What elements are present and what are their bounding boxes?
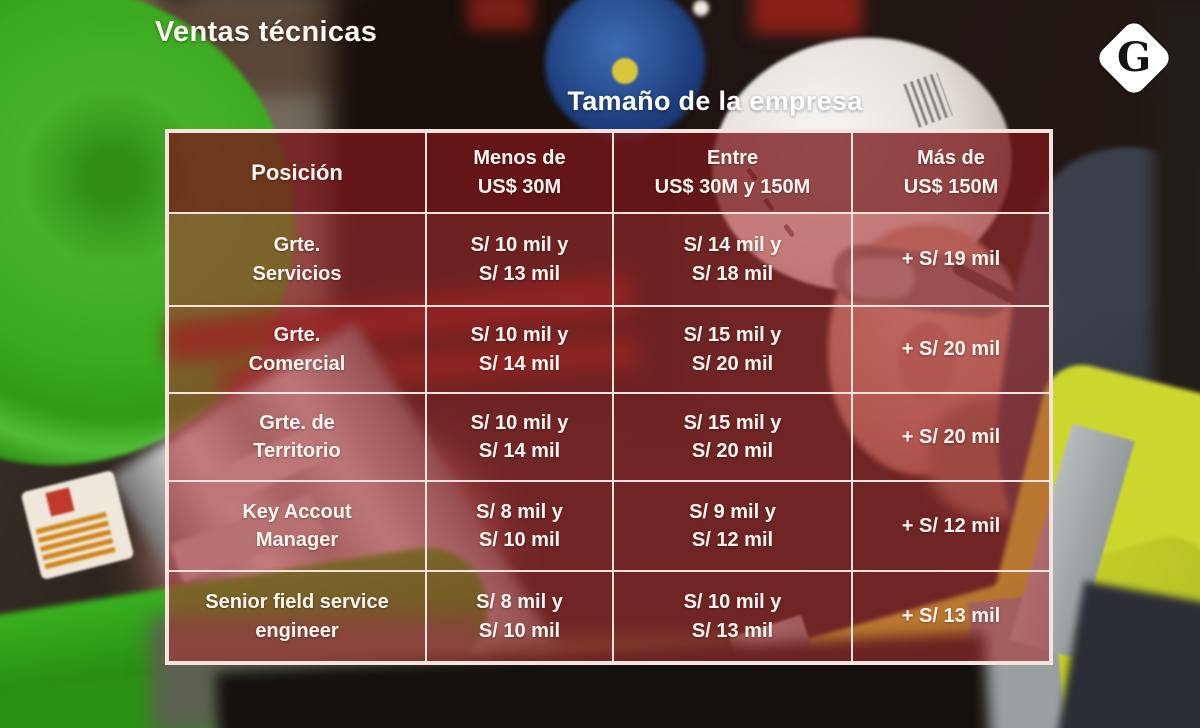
cell-text: S/ 10 mil y <box>470 411 569 434</box>
header-text: US$ 30M <box>477 175 562 198</box>
cell-text: S/ 10 mil y <box>470 234 569 257</box>
cell-text: + S/ 19 mil <box>901 248 1001 271</box>
bokeh-light <box>693 0 709 16</box>
bg-right-shadow <box>1152 0 1200 430</box>
cell-text: S/ 10 mil <box>478 529 561 551</box>
cell-position: Key Accout Manager <box>168 481 426 571</box>
cell-text: S/ 15 mil y <box>683 324 782 347</box>
cell-text: Senior field service <box>205 591 389 614</box>
cell-text: Grte. de <box>259 411 335 434</box>
cell-text: engineer <box>255 619 339 642</box>
header-text: US$ 30M y 150M <box>654 175 811 198</box>
cell-text: Servicios <box>252 262 342 285</box>
cell-text: S/ 18 mil <box>691 262 774 285</box>
cell-salary-small: S/ 10 mil y S/ 14 mil <box>426 393 613 481</box>
cell-text: S/ 20 mil <box>691 440 774 462</box>
cell-text: + S/ 13 mil <box>901 605 1001 628</box>
cell-salary-large: + S/ 20 mil <box>852 393 1050 481</box>
cell-position: Grte. de Territorio <box>168 393 426 481</box>
cell-text: S/ 8 mil y <box>476 591 563 614</box>
cell-salary-large: + S/ 19 mil <box>852 213 1050 306</box>
cell-text: S/ 14 mil <box>478 352 561 375</box>
salary-table: Posición Menos de US$ 30M Entre US$ 30M … <box>165 129 1053 665</box>
header-text: Menos de <box>473 147 566 170</box>
cell-text: S/ 14 mil y <box>683 234 782 257</box>
cell-text: S/ 14 mil <box>478 440 561 462</box>
logo-letter: G <box>1116 33 1152 81</box>
cell-salary-medium: S/ 9 mil y S/ 12 mil <box>613 481 852 571</box>
cell-salary-large: + S/ 12 mil <box>852 481 1050 571</box>
cell-text: + S/ 20 mil <box>901 425 1001 448</box>
yellow-dot <box>612 58 638 84</box>
cell-text: + S/ 20 mil <box>901 338 1001 361</box>
cell-salary-small: S/ 10 mil y S/ 13 mil <box>426 213 613 306</box>
cell-salary-medium: S/ 14 mil y S/ 18 mil <box>613 213 852 306</box>
header-text: US$ 150M <box>903 175 999 198</box>
cell-text: S/ 12 mil <box>691 529 774 551</box>
cell-text: Grte. <box>273 324 321 347</box>
header-text: Entre <box>706 147 759 170</box>
cell-salary-medium: S/ 10 mil y S/ 13 mil <box>613 571 852 662</box>
cell-text: Territorio <box>253 440 341 462</box>
cell-text: S/ 8 mil y <box>476 500 563 523</box>
red-blur-blob <box>468 0 532 30</box>
red-blur-blob <box>752 0 862 34</box>
header-cell-large-company: Más de US$ 150M <box>852 132 1050 213</box>
cell-text: S/ 15 mil y <box>683 411 782 434</box>
cell-text: + S/ 12 mil <box>901 514 1001 537</box>
cell-text: S/ 10 mil y <box>683 591 782 614</box>
header-cell-position: Posición <box>168 132 426 213</box>
cell-salary-large: + S/ 20 mil <box>852 306 1050 393</box>
cell-text: S/ 9 mil y <box>689 500 776 523</box>
header-cell-medium-company: Entre US$ 30M y 150M <box>613 132 852 213</box>
cell-text: S/ 13 mil <box>478 262 561 285</box>
cell-salary-medium: S/ 15 mil y S/ 20 mil <box>613 393 852 481</box>
cell-text: Manager <box>255 529 339 551</box>
cell-text: Key Accout <box>242 500 352 523</box>
cell-salary-small: S/ 8 mil y S/ 10 mil <box>426 481 613 571</box>
cell-salary-medium: S/ 15 mil y S/ 20 mil <box>613 306 852 393</box>
cell-text: Comercial <box>248 352 346 375</box>
cell-salary-large: + S/ 13 mil <box>852 571 1050 662</box>
cell-text: S/ 13 mil <box>691 619 774 642</box>
cell-position: Senior field service engineer <box>168 571 426 662</box>
cell-text: Grte. <box>273 234 321 257</box>
cell-salary-small: S/ 10 mil y S/ 14 mil <box>426 306 613 393</box>
cell-text: S/ 10 mil <box>478 619 561 642</box>
cell-position: Grte. Servicios <box>168 213 426 306</box>
page-title: Ventas técnicas <box>155 16 378 48</box>
table-title: Tamaño de la empresa <box>567 86 863 116</box>
cell-text: S/ 10 mil y <box>470 324 569 347</box>
cell-position: Grte. Comercial <box>168 306 426 393</box>
header-text: Posición <box>251 159 343 185</box>
header-text: Más de <box>917 147 985 170</box>
cell-salary-small: S/ 8 mil y S/ 10 mil <box>426 571 613 662</box>
cell-text: S/ 20 mil <box>691 352 774 375</box>
header-cell-small-company: Menos de US$ 30M <box>426 132 613 213</box>
